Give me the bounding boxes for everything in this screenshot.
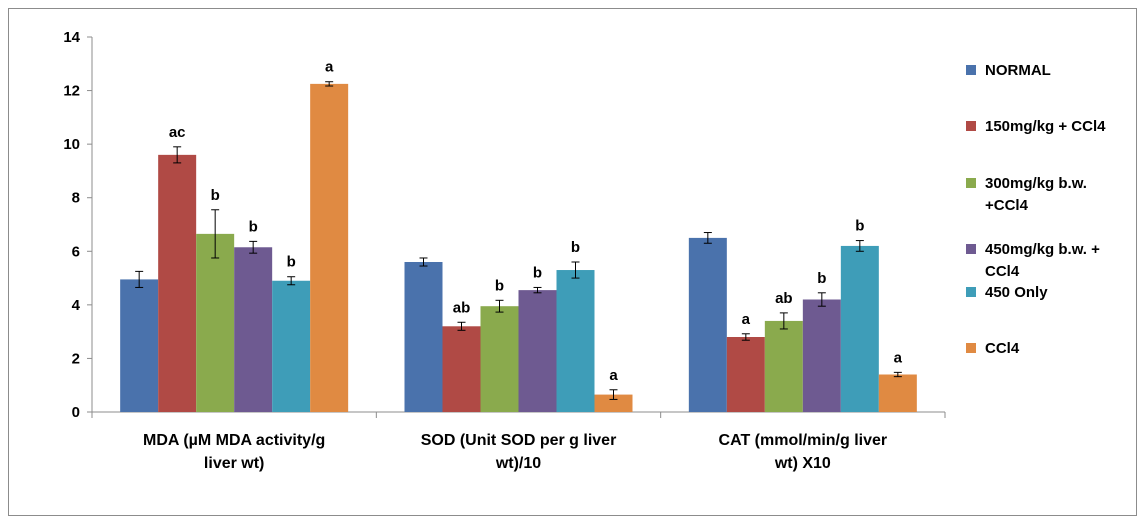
bar: [442, 326, 481, 412]
bar: [518, 290, 557, 412]
data-label: a: [325, 59, 334, 76]
legend-entry: 150mg/kg + CCl4: [985, 118, 1106, 135]
category-label: MDA (µM MDA activity/g: [143, 432, 325, 449]
y-tick-label: 8: [72, 190, 80, 207]
legend-entry: 300mg/kg b.w.: [985, 175, 1087, 192]
legend-entry: 450mg/kg b.w. +: [985, 241, 1100, 258]
bar: [272, 280, 311, 412]
bar: [480, 306, 519, 412]
data-label: b: [495, 277, 504, 294]
bar: [840, 245, 879, 412]
data-label: b: [571, 239, 580, 256]
legend-swatch: [966, 65, 976, 75]
category-label: CAT (mmol/min/g liver: [719, 432, 888, 449]
category-label: wt) X10: [774, 455, 831, 472]
legend-swatch: [966, 178, 976, 188]
bar: [310, 83, 349, 412]
legend: NORMAL 150mg/kg + CCl4 300mg/kg b.w. +CCl4 4…: [966, 62, 1106, 357]
bar: [764, 320, 803, 412]
bar: [688, 237, 727, 412]
data-label: b: [249, 218, 258, 235]
bar: [196, 233, 235, 412]
bar: [878, 374, 917, 412]
data-label: ac: [169, 124, 186, 141]
legend-entry: +CCl4: [985, 197, 1029, 214]
legend-entry: CCl4: [985, 263, 1020, 280]
y-tick-label: 6: [72, 243, 80, 260]
y-tick-label: 14: [63, 29, 80, 46]
y-tick-label: 12: [63, 83, 80, 100]
data-label: b: [855, 218, 864, 235]
bar: [234, 247, 273, 412]
category-label: liver wt): [204, 455, 264, 472]
bar: [120, 279, 159, 412]
legend-entry: NORMAL: [985, 62, 1051, 79]
data-label: ab: [453, 299, 471, 316]
bar: [158, 154, 197, 412]
category-label: wt)/10: [495, 455, 541, 472]
y-tick-label: 2: [72, 350, 80, 367]
legend-entry: 450 Only: [985, 284, 1048, 301]
data-label: b: [533, 264, 542, 281]
legend-swatch: [966, 287, 976, 297]
y-tick-label: 4: [72, 297, 81, 314]
data-label: a: [742, 311, 751, 328]
y-tick-label: 10: [63, 136, 80, 153]
y-tick-label: 0: [72, 404, 80, 421]
bar: [404, 262, 443, 412]
legend-entry: CCl4: [985, 340, 1020, 357]
data-label: a: [609, 367, 618, 384]
data-label: a: [894, 349, 903, 366]
category-label: SOD (Unit SOD per g liver: [421, 432, 617, 449]
bar: [594, 394, 633, 412]
legend-swatch: [966, 244, 976, 254]
bar: [556, 270, 595, 412]
bar: [802, 299, 841, 412]
data-label: b: [287, 254, 296, 271]
data-label: ab: [775, 290, 793, 307]
data-label: b: [817, 270, 826, 287]
bar: [726, 337, 765, 412]
data-label: b: [211, 187, 220, 204]
legend-swatch: [966, 121, 976, 131]
legend-swatch: [966, 343, 976, 353]
